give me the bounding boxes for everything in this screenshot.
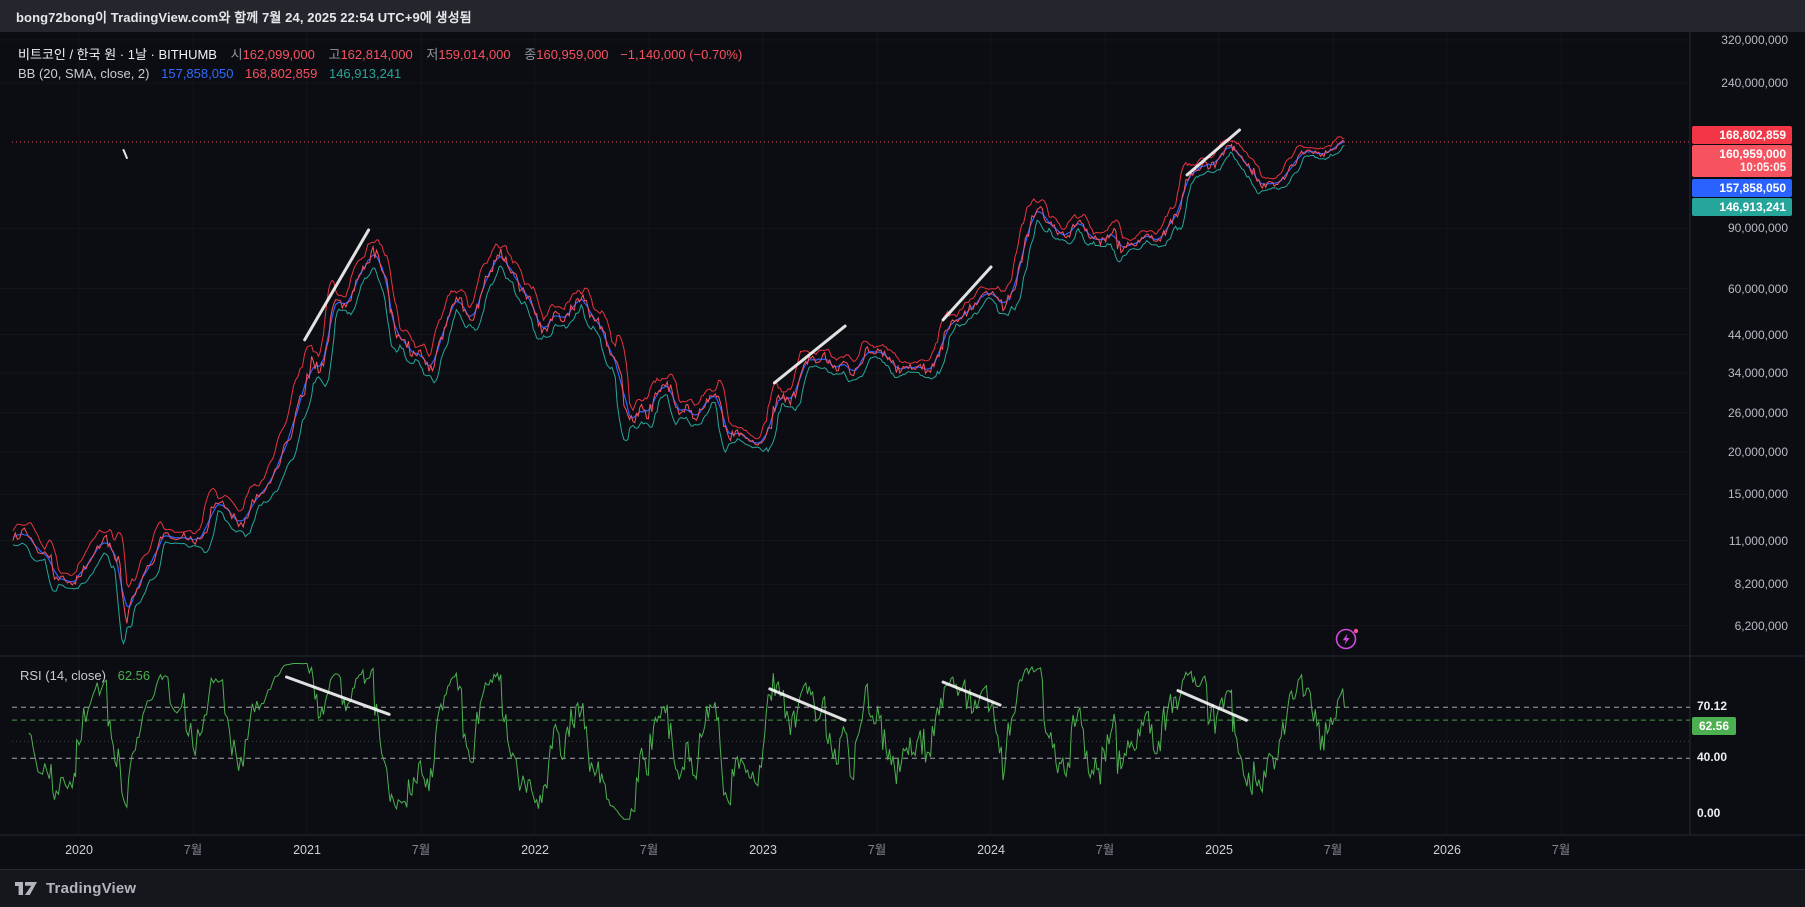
price-trendline-3[interactable] (941, 265, 993, 322)
lightning-emoji-icon[interactable] (1334, 626, 1360, 652)
price-trendline-4[interactable] (1185, 128, 1241, 177)
open-label: 시 (230, 47, 243, 62)
price-line-series (12, 139, 1345, 624)
bb-upper-band (12, 136, 1345, 589)
drawing-mark[interactable] (122, 149, 128, 159)
price-trendline-1[interactable] (303, 228, 371, 342)
tradingview-logo-icon[interactable] (14, 880, 38, 897)
attribution-text: bong72bong이 TradingView.com와 함께 7월 24, 2… (16, 9, 472, 25)
bb-upper-value: 168,802,859 (245, 66, 318, 81)
symbol-title[interactable]: 비트코인 / 한국 원 · 1날 · BITHUMB (18, 47, 217, 62)
tradingview-brand[interactable]: TradingView (46, 880, 137, 897)
change-value: −1,140,000 (−0.70%) (620, 47, 743, 62)
rsi-trendline-3[interactable] (941, 680, 1002, 707)
low-label: 저 (426, 47, 439, 62)
footer-bar: TradingView (0, 869, 1805, 907)
attribution-bar: bong72bong이 TradingView.com와 함께 7월 24, 2… (0, 0, 1805, 32)
rsi-trendline-1[interactable] (285, 675, 391, 716)
symbol-legend[interactable]: 비트코인 / 한국 원 · 1날 · BITHUMB 시162,099,000 … (18, 44, 742, 63)
rsi-trendline-4[interactable] (1176, 689, 1248, 722)
close-value: 160,959,000 (536, 47, 609, 62)
high-value: 162,814,000 (340, 47, 413, 62)
bb-lower-band (12, 144, 1345, 646)
bb-lower-value: 146,913,241 (328, 66, 402, 81)
rsi-title[interactable]: RSI (14, close) (20, 668, 106, 683)
bb-legend[interactable]: BB (20, SMA, close, 2) 157,858,050 168,8… (18, 66, 401, 81)
bb-basis-value: 157,858,050 (161, 66, 234, 81)
price-trendline-2[interactable] (772, 324, 847, 385)
open-value: 162,099,000 (242, 47, 315, 62)
rsi-value: 62.56 (117, 668, 151, 683)
rsi-trendline-2[interactable] (768, 687, 847, 722)
bb-title[interactable]: BB (20, SMA, close, 2) (18, 66, 150, 81)
rsi-legend[interactable]: RSI (14, close) 62.56 (20, 668, 150, 683)
rsi-line (28, 663, 1345, 820)
close-label: 종 (524, 47, 537, 62)
low-value: 159,014,000 (438, 47, 511, 62)
high-label: 고 (328, 47, 341, 62)
